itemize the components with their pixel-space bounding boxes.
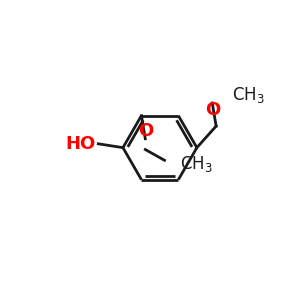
Text: O: O	[205, 101, 220, 119]
Text: CH$_3$: CH$_3$	[180, 154, 213, 174]
Text: HO: HO	[66, 135, 96, 153]
Text: O: O	[138, 122, 153, 140]
Text: CH$_3$: CH$_3$	[232, 85, 264, 105]
